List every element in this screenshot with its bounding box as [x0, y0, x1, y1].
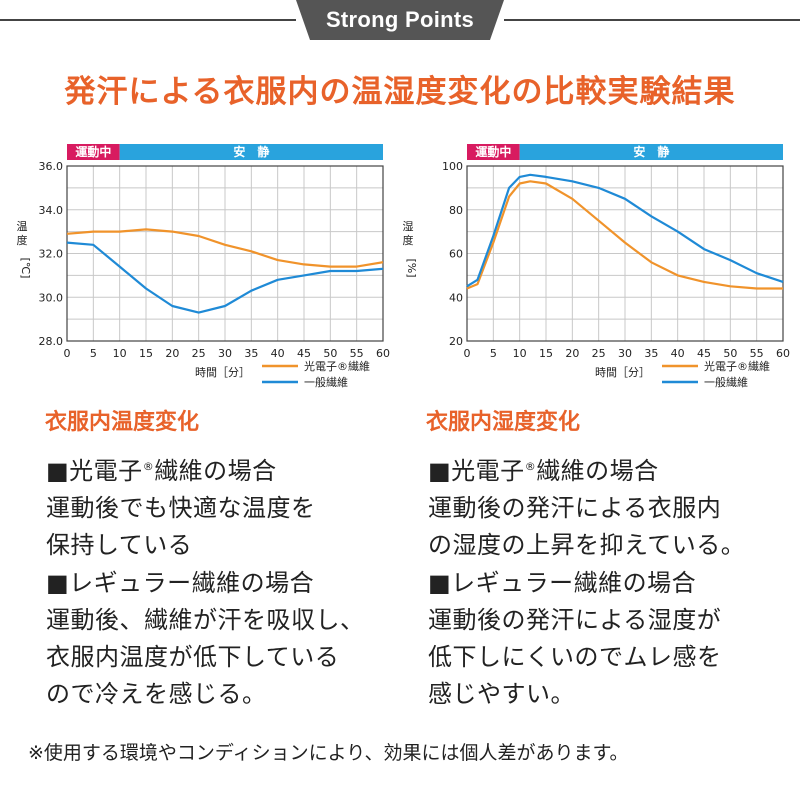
left-p1-heading-rest: 繊維の場合 [154, 457, 277, 485]
x-tick-label: 60 [776, 347, 790, 360]
banner-rule-left [0, 19, 296, 21]
x-tick-label: 15 [139, 347, 153, 360]
x-axis-label: 時間［分］ [195, 366, 250, 379]
y-axis-unit: [%] [405, 258, 418, 277]
series-line-kodenshi [66, 228, 384, 268]
exercise-phase-bar [467, 144, 520, 160]
y-tick-label: 36.0 [39, 160, 64, 173]
left-subtitle: 衣服内温度変化 [45, 410, 200, 435]
y-tick-label: 20 [449, 335, 463, 348]
x-tick-label: 10 [113, 347, 127, 360]
x-tick-label: 40 [271, 347, 285, 360]
right-paragraph-1: ■光電子®繊維の場合 運動後の発汗による衣服内 の湿度の上昇を抑えている。 [428, 448, 745, 564]
x-tick-label: 60 [376, 347, 390, 360]
humidity-chart: 運動中 安 静 20 40 60 80 100 0 5 10 15 20 25 30 35 40 45 50 55 6… [403, 144, 790, 389]
x-tick-label: 50 [723, 347, 737, 360]
right-p2-line2: 運動後の発汗による湿度が [428, 606, 722, 634]
left-p2-line1: ■レギュラー繊維の場合 [46, 569, 315, 597]
y-axis-label-char: 湿 [403, 220, 414, 233]
y-tick-label: 32.0 [39, 248, 64, 261]
y-axis-label-char: 度 [17, 233, 28, 247]
series-line-regular [466, 173, 784, 288]
banner-shape [296, 0, 504, 40]
plot-frame [466, 165, 784, 342]
y-axis-label-char: 温 [17, 220, 28, 233]
y-axis-unit: [℃] [19, 258, 32, 279]
right-p2-line4: 感じやすい。 [428, 680, 575, 708]
x-axis-label: 時間［分］ [595, 366, 650, 379]
left-p1-line3: 保持している [46, 531, 193, 559]
left-p2-line4: ので冷えを感じる。 [46, 680, 267, 708]
left-p1-heading: ■光電子 [46, 457, 143, 485]
exercise-phase-label: 運動中 [75, 144, 111, 159]
right-p2-line3: 低下しにくいのでムレ感を [428, 643, 722, 671]
temperature-chart: 運動中 安 静 28.0 30.0 32.0 34.0 36.0 0 5 10 15 20 25 30 35… [17, 144, 390, 389]
y-tick-label: 34.0 [39, 204, 64, 217]
rest-phase-label: 安 静 [233, 144, 269, 159]
left-paragraph-2: ■レギュラー繊維の場合 運動後、繊維が汗を吸収し、 衣服内温度が低下している の… [46, 565, 365, 713]
page-title: 発汗による衣服内の温湿度変化の比較実験結果 [64, 74, 736, 110]
series-line-regular [66, 241, 384, 314]
right-p1-line3: の湿度の上昇を抑えている。 [428, 531, 746, 559]
legend-label: 一般繊維 [304, 376, 348, 389]
x-tick-label: 55 [750, 347, 764, 360]
disclaimer-note: ※使用する環境やコンディションにより、効果には個人差があります。 [28, 742, 629, 764]
exercise-phase-label: 運動中 [475, 144, 511, 159]
x-tick-label: 10 [513, 347, 527, 360]
right-p2-line1: ■レギュラー繊維の場合 [428, 569, 697, 597]
x-tick-label: 0 [64, 347, 71, 360]
x-tick-label: 45 [697, 347, 711, 360]
x-tick-label: 45 [297, 347, 311, 360]
left-p2-line3: 衣服内温度が低下している [46, 643, 340, 671]
y-tick-label: 60 [449, 248, 463, 261]
x-tick-label: 30 [218, 347, 232, 360]
banner-rule-right [504, 19, 800, 21]
x-tick-label: 5 [90, 347, 97, 360]
right-paragraph-2: ■レギュラー繊維の場合 運動後の発汗による湿度が 低下しにくいのでムレ感を 感じ… [428, 565, 722, 713]
y-tick-label: 100 [442, 160, 463, 173]
right-p1-line1: ■光電子®繊維の場合 [428, 448, 745, 490]
x-tick-label: 50 [323, 347, 337, 360]
legend-label: 光電子®繊維 [304, 359, 370, 373]
x-tick-label: 30 [618, 347, 632, 360]
strong-points-banner: Strong Points [325, 7, 475, 32]
x-tick-label: 5 [490, 347, 497, 360]
right-subtitle: 衣服内湿度変化 [426, 410, 581, 435]
rest-phase-bar [519, 144, 783, 160]
rest-phase-label: 安 静 [633, 144, 669, 159]
x-tick-label: 15 [539, 347, 553, 360]
left-paragraph-1: ■光電子®繊維の場合 運動後でも快適な温度を 保持している [46, 448, 316, 564]
left-p1-line2: 運動後でも快適な温度を [46, 494, 316, 522]
plot-frame [66, 165, 384, 342]
y-tick-label: 28.0 [39, 335, 64, 348]
exercise-phase-bar [67, 144, 120, 160]
legend-label: 一般繊維 [704, 376, 748, 389]
x-tick-label: 25 [592, 347, 606, 360]
right-p1-heading-rest: 繊維の場合 [536, 457, 659, 485]
right-p1-heading: ■光電子 [428, 457, 525, 485]
y-tick-label: 80 [449, 204, 463, 217]
rest-phase-bar [119, 144, 384, 160]
series-line-kodenshi [466, 180, 783, 290]
x-tick-label: 20 [165, 347, 179, 360]
x-tick-label: 40 [671, 347, 685, 360]
left-p1-line1: ■光電子®繊維の場合 [46, 448, 316, 490]
right-p1-line2: 運動後の発汗による衣服内 [428, 494, 722, 522]
legend-label: 光電子®繊維 [704, 359, 770, 373]
y-axis-label-char: 度 [403, 233, 414, 247]
registered-mark: ® [524, 460, 537, 473]
x-tick-label: 0 [464, 347, 471, 360]
x-tick-label: 55 [350, 347, 364, 360]
x-tick-label: 20 [565, 347, 579, 360]
x-tick-label: 35 [644, 347, 658, 360]
y-tick-label: 40 [449, 291, 463, 304]
x-tick-label: 25 [192, 347, 206, 360]
x-tick-label: 35 [244, 347, 258, 360]
y-tick-label: 30.0 [39, 291, 64, 304]
left-p2-line2: 運動後、繊維が汗を吸収し、 [46, 606, 365, 634]
registered-mark: ® [142, 460, 155, 473]
